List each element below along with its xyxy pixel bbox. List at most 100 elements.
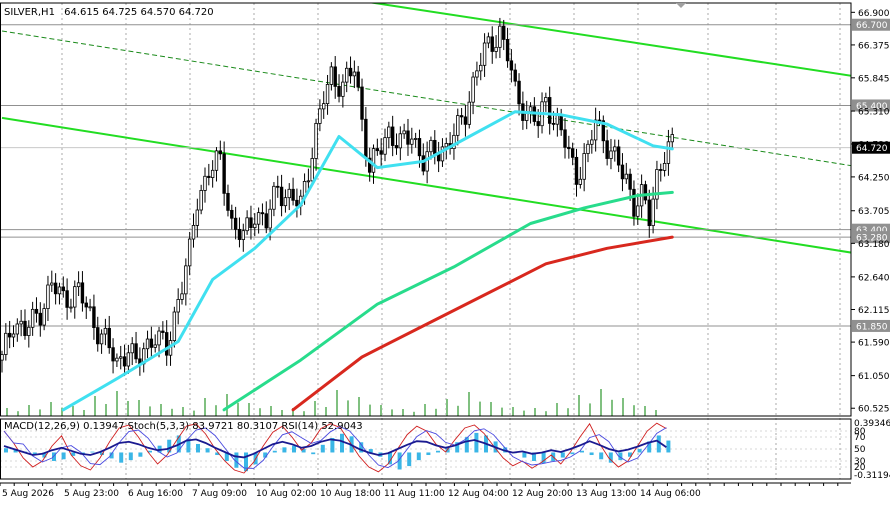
candle-body — [574, 156, 579, 185]
price-tick-label: 62.640 — [858, 273, 890, 283]
price-axis[interactable]: 66.70065.40063.40063.28061.85066.90066.3… — [851, 9, 890, 481]
candle-body — [0, 354, 4, 361]
candle-body — [567, 146, 571, 150]
candle-body — [551, 122, 556, 125]
price-tick-label: 66.900 — [858, 9, 890, 19]
candle-body — [394, 145, 399, 149]
shift-marker-icon[interactable] — [676, 3, 686, 8]
volume-bar — [94, 396, 96, 416]
volume-bar — [259, 408, 261, 416]
candle-body — [207, 175, 211, 178]
macd-histogram-bar — [167, 439, 172, 453]
macd-histogram-bar — [397, 452, 402, 470]
candle-body — [471, 76, 475, 103]
candle-body — [134, 343, 138, 360]
candle-body — [203, 175, 207, 191]
candle-body — [586, 143, 590, 154]
candle-body — [390, 126, 395, 146]
candle-body — [563, 129, 567, 148]
candle-body — [417, 138, 422, 157]
candle-body — [222, 153, 226, 194]
candle-body — [536, 121, 540, 127]
candle-body — [7, 332, 12, 338]
candle-body — [157, 330, 161, 346]
macd-histogram-bar — [205, 448, 210, 453]
candle-body — [593, 119, 598, 141]
time-axis[interactable]: 5 Aug 2026 5 Aug 23:00 6 Aug 16:00 7 Aug 09… — [0, 483, 839, 499]
macd-histogram-bar — [32, 452, 37, 455]
candle-body — [130, 343, 134, 354]
candle-body — [264, 213, 268, 229]
candle-body — [283, 197, 288, 207]
candle-body — [590, 139, 594, 145]
candlestick-series — [0, 17, 674, 377]
candle-body — [555, 115, 560, 125]
candle-body — [406, 130, 410, 145]
candle-body — [452, 134, 456, 150]
indicator-scale-label: 30 — [854, 457, 866, 467]
level-tag — [852, 319, 890, 332]
ma-line-red — [291, 235, 674, 412]
macd-histogram-bar — [42, 452, 47, 458]
volume-bar — [72, 406, 74, 416]
candle-body — [76, 282, 81, 288]
candle-body — [161, 330, 165, 333]
indicator-subwindow[interactable] — [0, 422, 851, 474]
rsi-line — [3, 438, 667, 459]
volume-histogram — [6, 389, 657, 416]
trend-lines[interactable] — [1, 0, 883, 258]
level-tag — [852, 99, 890, 112]
trend-line-channel-upper[interactable] — [354, 0, 883, 81]
candle-body — [322, 103, 326, 110]
time-tick-label: 12 Aug 04:00 — [448, 489, 509, 499]
macd-histogram-bar — [474, 432, 479, 453]
candle-body — [84, 302, 88, 308]
candle-body — [482, 42, 487, 66]
macd-histogram-bar — [416, 452, 421, 461]
level-tag-label: 63.280 — [856, 234, 888, 244]
indicator-scale-label: 50 — [854, 445, 866, 455]
candle-body — [99, 333, 104, 345]
candle-body — [444, 143, 448, 148]
price-tick-label: 62.115 — [858, 306, 890, 316]
candle-body — [398, 133, 403, 149]
macd-histogram-bar — [599, 452, 604, 460]
candle-body — [260, 212, 265, 215]
candle-body — [498, 25, 502, 48]
macd-histogram-bar — [282, 447, 287, 453]
macd-histogram-bar — [388, 452, 392, 465]
stoch-signal-line — [3, 426, 667, 469]
candle-body — [184, 265, 188, 295]
candle-body — [475, 70, 479, 78]
volume-bar — [369, 404, 371, 416]
candle-body — [528, 106, 533, 112]
candle-body — [356, 71, 360, 88]
indicator-scale-label: -0.31194 — [854, 471, 890, 481]
trend-line-channel-lower[interactable] — [1, 116, 883, 258]
candle-body — [517, 80, 521, 105]
candle-body — [314, 122, 318, 159]
macd-histogram-bar — [52, 452, 56, 461]
volume-bar — [468, 392, 470, 416]
candle-body — [613, 146, 617, 152]
candle-body — [276, 185, 280, 188]
candle-body — [456, 115, 460, 136]
candle-body — [218, 150, 223, 155]
volume-bar — [171, 408, 173, 416]
indicator-legend: MACD(12,26,9) 0.13947 Stoch(5,3,3) 83.97… — [4, 421, 363, 432]
candle-body — [96, 327, 100, 345]
trend-line-dashed-trend[interactable] — [1, 30, 883, 171]
time-tick-label: 14 Aug 06:00 — [640, 489, 701, 499]
candle-body — [65, 290, 69, 308]
price-tick-label: 60.525 — [858, 405, 890, 415]
candle-body — [502, 25, 506, 40]
candle-body — [115, 357, 119, 362]
moving-average-lines — [61, 110, 674, 412]
candle-body — [318, 108, 322, 124]
macd-histogram-bar — [570, 452, 575, 455]
candle-body — [214, 150, 219, 171]
candle-body — [479, 64, 483, 72]
macd-histogram-bar — [589, 452, 594, 456]
